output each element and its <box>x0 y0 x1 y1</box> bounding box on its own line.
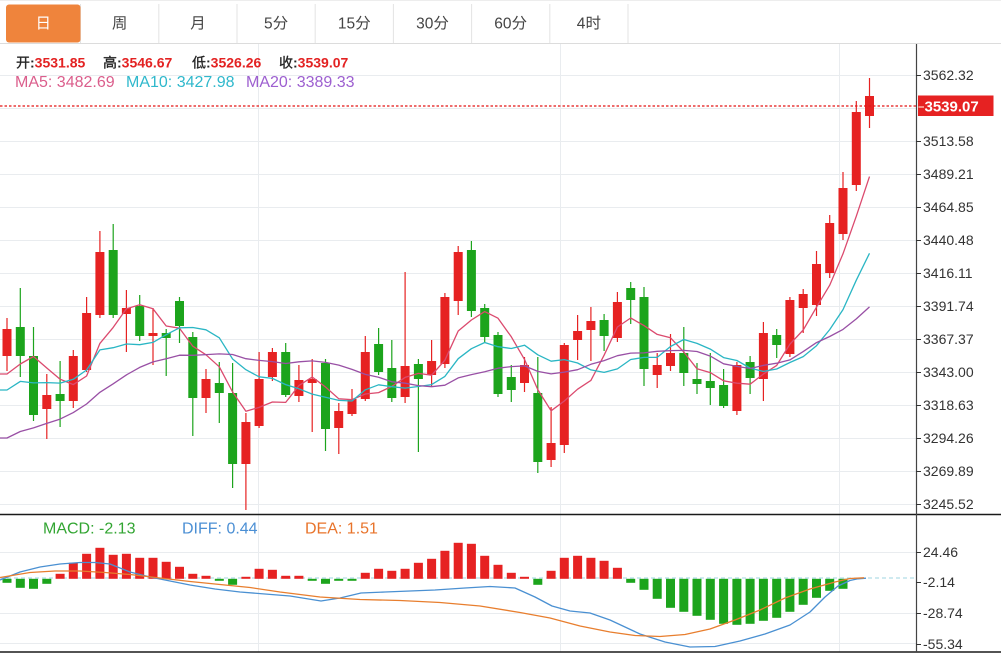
svg-text:15: 15 <box>338 16 355 33</box>
svg-text::3531.85: :3531.85 <box>30 55 85 71</box>
svg-text:60: 60 <box>494 16 512 33</box>
svg-text::3539.07: :3539.07 <box>293 55 348 71</box>
svg-text:-55.34: -55.34 <box>923 636 963 652</box>
svg-text:-2.14: -2.14 <box>923 574 955 590</box>
svg-text:3367.37: 3367.37 <box>923 331 974 347</box>
svg-text:3562.32: 3562.32 <box>923 67 974 83</box>
svg-text::3526.26: :3526.26 <box>206 55 261 71</box>
svg-text::3546.67: :3546.67 <box>117 55 172 71</box>
svg-text:3513.58: 3513.58 <box>923 133 974 149</box>
svg-text:3440.48: 3440.48 <box>923 232 974 248</box>
svg-text:3416.11: 3416.11 <box>923 265 973 281</box>
svg-text:-28.74: -28.74 <box>923 605 963 621</box>
svg-text:5: 5 <box>264 16 273 33</box>
svg-text:3343.00: 3343.00 <box>923 364 974 380</box>
svg-text:3464.85: 3464.85 <box>923 199 974 215</box>
svg-text:3294.26: 3294.26 <box>923 430 974 446</box>
svg-text:24.46: 24.46 <box>923 544 958 560</box>
svg-text:4: 4 <box>577 16 586 33</box>
svg-text:3318.63: 3318.63 <box>923 397 974 413</box>
svg-text:3245.52: 3245.52 <box>923 496 974 512</box>
svg-text:3391.74: 3391.74 <box>923 298 974 314</box>
svg-text:30: 30 <box>416 16 434 33</box>
svg-text:3489.21: 3489.21 <box>923 166 974 182</box>
svg-text:3269.89: 3269.89 <box>923 463 974 479</box>
svg-text:3539.07: 3539.07 <box>925 99 979 116</box>
